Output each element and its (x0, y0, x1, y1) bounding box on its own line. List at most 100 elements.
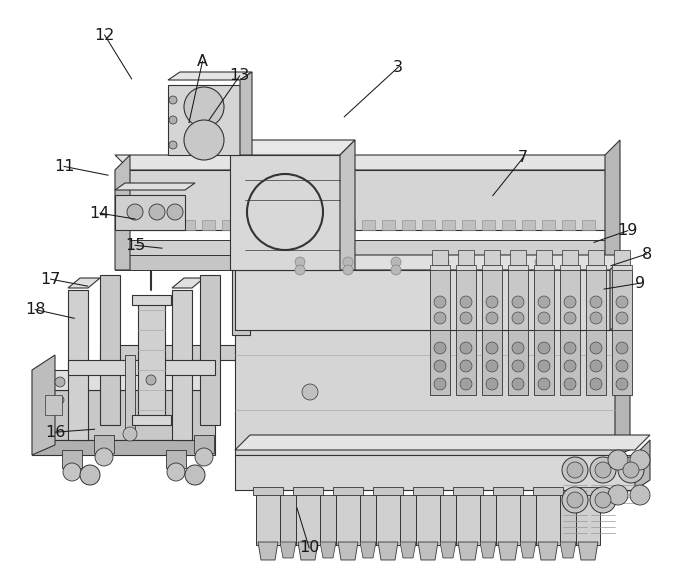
Polygon shape (168, 85, 240, 155)
Circle shape (630, 450, 650, 470)
Circle shape (460, 296, 472, 308)
Polygon shape (430, 270, 450, 330)
Polygon shape (456, 270, 476, 330)
Polygon shape (432, 250, 448, 265)
Polygon shape (520, 542, 536, 558)
Circle shape (460, 342, 472, 354)
Circle shape (590, 342, 602, 354)
Circle shape (512, 342, 524, 354)
Text: 11: 11 (54, 159, 74, 174)
Polygon shape (438, 495, 458, 545)
Circle shape (590, 360, 602, 372)
Circle shape (169, 141, 177, 149)
Circle shape (460, 378, 472, 390)
Polygon shape (115, 183, 195, 190)
Polygon shape (100, 345, 250, 360)
Polygon shape (614, 250, 630, 265)
Circle shape (616, 378, 628, 390)
Polygon shape (562, 220, 575, 230)
Circle shape (538, 360, 550, 372)
Circle shape (167, 204, 183, 220)
Circle shape (535, 257, 545, 267)
Polygon shape (340, 140, 355, 270)
Text: 10: 10 (299, 540, 319, 555)
Polygon shape (32, 370, 215, 390)
Polygon shape (534, 270, 554, 330)
Polygon shape (480, 542, 496, 558)
Polygon shape (582, 220, 595, 230)
Circle shape (623, 462, 639, 478)
Circle shape (63, 463, 81, 481)
Circle shape (295, 265, 305, 275)
Circle shape (195, 448, 213, 466)
Polygon shape (536, 250, 552, 265)
Polygon shape (132, 415, 171, 425)
Circle shape (434, 296, 446, 308)
Polygon shape (68, 278, 100, 288)
Circle shape (486, 378, 498, 390)
Circle shape (616, 312, 628, 324)
Text: 3: 3 (394, 60, 403, 75)
Polygon shape (458, 542, 478, 560)
Circle shape (434, 378, 446, 390)
Polygon shape (422, 220, 435, 230)
Polygon shape (360, 542, 376, 558)
Polygon shape (138, 300, 165, 420)
Circle shape (184, 87, 224, 127)
Polygon shape (322, 220, 335, 230)
Polygon shape (230, 155, 340, 270)
Polygon shape (122, 220, 135, 230)
Polygon shape (440, 542, 456, 558)
Polygon shape (453, 487, 483, 495)
Circle shape (149, 204, 165, 220)
Circle shape (562, 457, 588, 483)
Polygon shape (166, 450, 186, 468)
Polygon shape (242, 220, 255, 230)
Polygon shape (115, 255, 605, 270)
Polygon shape (482, 270, 502, 330)
Polygon shape (168, 72, 252, 80)
Polygon shape (413, 487, 443, 495)
Circle shape (538, 378, 550, 390)
Circle shape (590, 378, 602, 390)
Polygon shape (296, 490, 320, 545)
Circle shape (146, 375, 156, 385)
Polygon shape (430, 330, 450, 395)
Polygon shape (278, 495, 298, 545)
Polygon shape (538, 542, 558, 560)
Polygon shape (508, 270, 528, 330)
Polygon shape (32, 390, 215, 440)
Polygon shape (376, 490, 400, 545)
Polygon shape (502, 220, 515, 230)
Polygon shape (262, 220, 275, 230)
Circle shape (564, 312, 576, 324)
Polygon shape (635, 440, 650, 490)
Circle shape (564, 296, 576, 308)
Text: 8: 8 (641, 246, 652, 262)
Circle shape (439, 265, 449, 275)
Polygon shape (418, 542, 438, 560)
Circle shape (56, 396, 64, 404)
Polygon shape (100, 275, 120, 425)
Polygon shape (456, 265, 476, 270)
Circle shape (562, 487, 588, 513)
Polygon shape (94, 435, 114, 453)
Circle shape (123, 427, 137, 441)
Polygon shape (586, 265, 606, 270)
Polygon shape (573, 487, 603, 495)
Polygon shape (68, 290, 88, 440)
Polygon shape (115, 155, 130, 270)
Polygon shape (115, 155, 620, 170)
Circle shape (486, 342, 498, 354)
Circle shape (567, 492, 583, 508)
Text: 15: 15 (125, 238, 145, 253)
Polygon shape (125, 355, 135, 430)
Circle shape (127, 204, 143, 220)
Polygon shape (115, 240, 605, 255)
Polygon shape (612, 265, 632, 270)
Polygon shape (258, 542, 278, 560)
Polygon shape (533, 487, 563, 495)
Polygon shape (560, 270, 580, 330)
Polygon shape (362, 220, 375, 230)
Circle shape (434, 312, 446, 324)
